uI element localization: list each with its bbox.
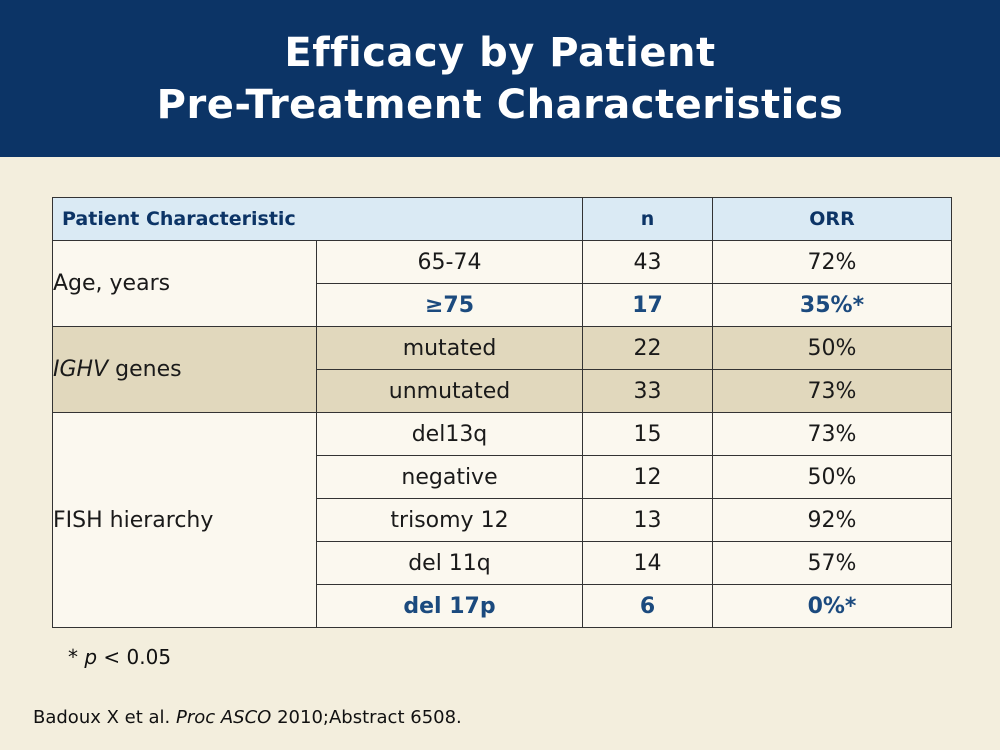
- orr-cell: 72%: [712, 240, 952, 284]
- subgroup-cell: negative: [316, 455, 583, 499]
- group-label-age: Age, years: [52, 240, 317, 327]
- orr-cell: 92%: [712, 498, 952, 542]
- page-title-line-1: Efficacy by Patient: [284, 29, 716, 76]
- table-row: IGHV genes mutated 22 50%: [52, 326, 952, 413]
- ighv-italic-label: IGHV: [53, 357, 109, 382]
- header-orr: ORR: [712, 197, 952, 241]
- orr-cell: 50%: [712, 455, 952, 499]
- table-row: unmutated 33 73%: [53, 369, 952, 413]
- header-patient-characteristic: Patient Characteristic: [52, 197, 583, 241]
- page-title-line-2: Pre-Treatment Characteristics: [156, 81, 844, 128]
- efficacy-table: Patient Characteristic n ORR Age, years …: [52, 197, 952, 628]
- n-cell-highlight: 17: [582, 283, 713, 327]
- subgroup-cell: del13q: [316, 412, 583, 456]
- subgroup-cell: 65-74: [316, 240, 583, 284]
- orr-cell: 57%: [712, 541, 952, 585]
- citation-authors: Badoux X et al.: [33, 707, 176, 728]
- orr-cell-highlight: 35%*: [712, 283, 952, 327]
- orr-cell: 73%: [712, 369, 952, 413]
- table-row: Age, years 65-74 43 72%: [52, 240, 952, 327]
- header-n: n: [582, 197, 713, 241]
- table-row: FISH hierarchy del13q 15 73%: [52, 412, 952, 628]
- orr-cell: 73%: [712, 412, 952, 456]
- table-header-row: Patient Characteristic n ORR: [52, 197, 952, 241]
- subgroup-cell: del 11q: [316, 541, 583, 585]
- subgroup-cell: unmutated: [316, 369, 583, 413]
- subgroup-cell-highlight: del 17p: [316, 584, 583, 628]
- orr-cell-highlight: 0%*: [712, 584, 952, 628]
- n-cell: 33: [582, 369, 713, 413]
- n-cell-highlight: 6: [582, 584, 713, 628]
- table-row: del 17p 6 0%*: [53, 584, 952, 628]
- subgroup-cell: trisomy 12: [316, 498, 583, 542]
- n-cell: 12: [582, 455, 713, 499]
- title-banner: Efficacy by Patient Pre-Treatment Charac…: [0, 0, 1000, 157]
- subgroup-cell: mutated: [316, 326, 583, 370]
- n-cell: 14: [582, 541, 713, 585]
- table-row: trisomy 12 13 92%: [53, 498, 952, 542]
- orr-cell: 50%: [712, 326, 952, 370]
- n-cell: 13: [582, 498, 713, 542]
- citation-rest: 2010;Abstract 6508.: [271, 707, 462, 728]
- significance-footnote: * p < 0.05: [68, 645, 171, 669]
- footnote-rest: < 0.05: [97, 645, 172, 669]
- ighv-label-rest: genes: [108, 357, 182, 382]
- citation: Badoux X et al. Proc ASCO 2010;Abstract …: [33, 707, 462, 728]
- subgroup-cell-highlight: ≥75: [316, 283, 583, 327]
- n-cell: 43: [582, 240, 713, 284]
- footnote-star: *: [68, 645, 78, 669]
- table-row: ≥75 17 35%*: [53, 283, 952, 327]
- n-cell: 15: [582, 412, 713, 456]
- group-label-fish: FISH hierarchy: [52, 412, 317, 628]
- footnote-p: p: [84, 645, 98, 669]
- group-label-ighv: IGHV genes: [52, 326, 317, 413]
- citation-journal: Proc ASCO: [175, 707, 272, 728]
- table-row: negative 12 50%: [53, 455, 952, 499]
- n-cell: 22: [582, 326, 713, 370]
